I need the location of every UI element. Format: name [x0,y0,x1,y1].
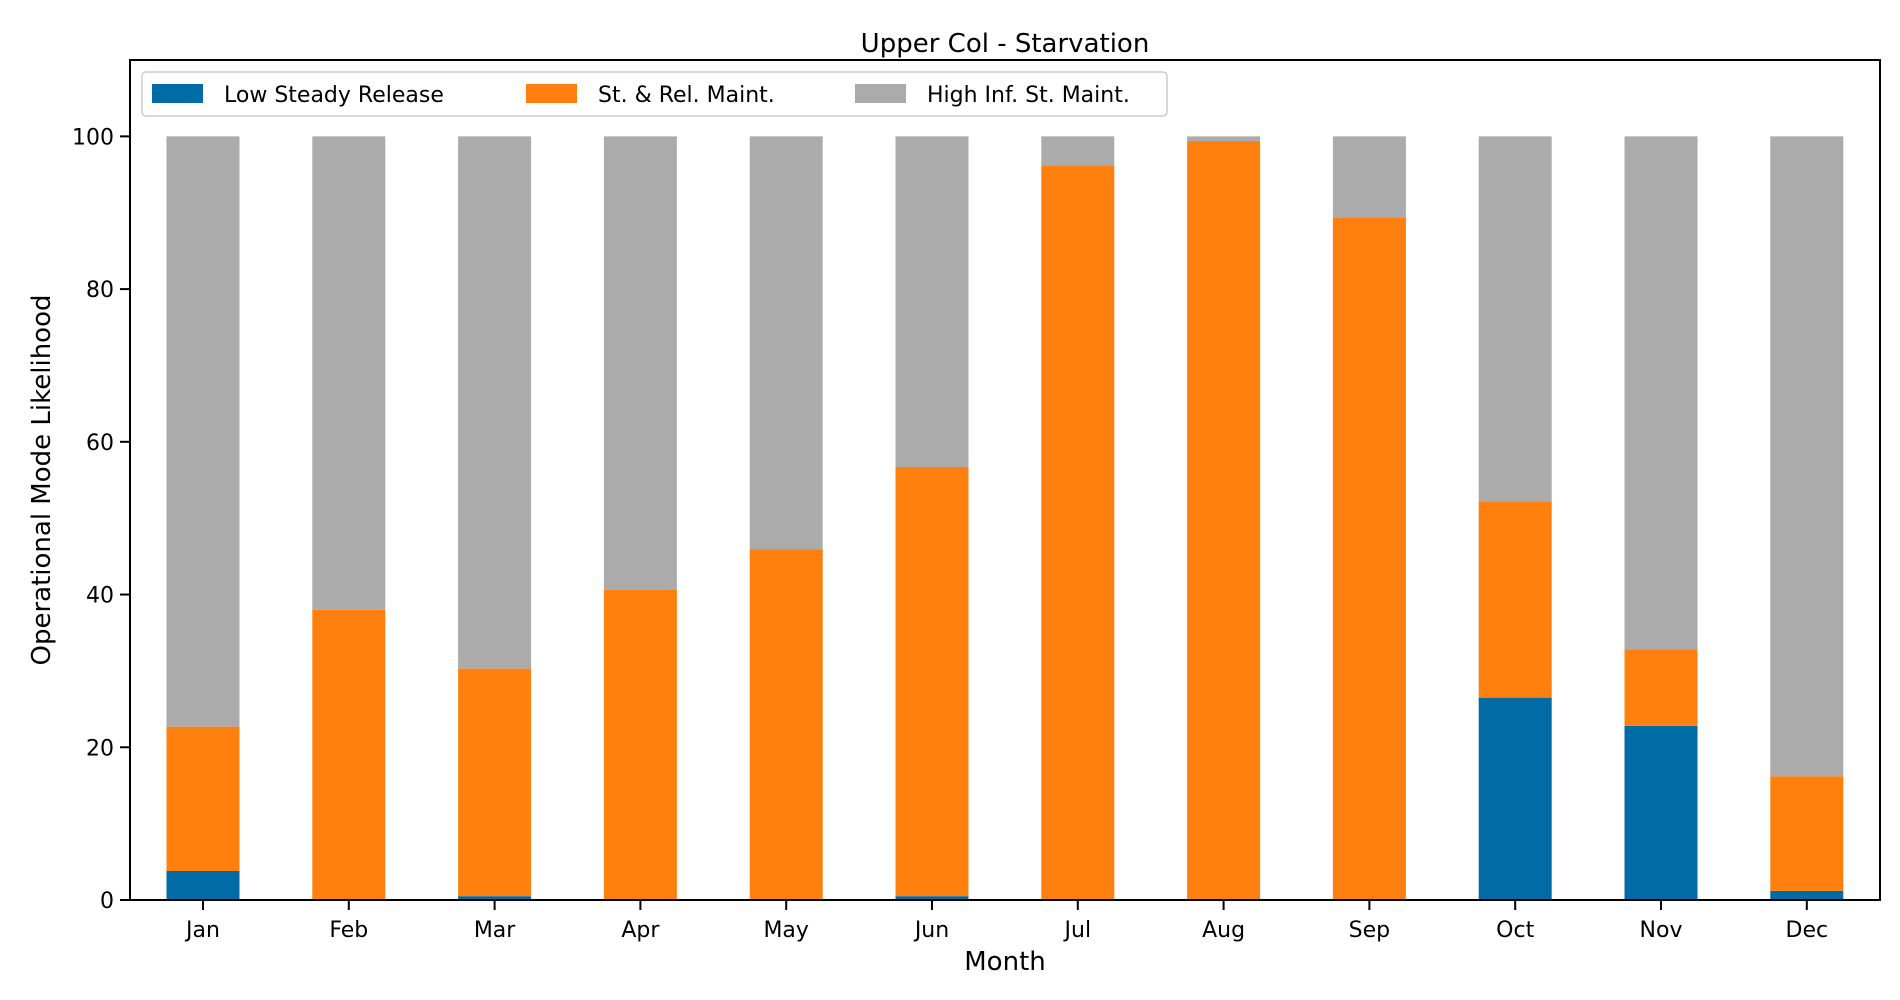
legend-swatch-1 [152,84,203,103]
bar-feb-series-2 [312,609,386,900]
x-axis: Jan Feb Mar Apr May Jun Jul Aug Sep Oct Nov Dec [184,900,1828,943]
bar-aug-series-3 [1187,136,1261,141]
x-tick-label-jul: Jul [1063,918,1092,943]
x-tick-label-apr: Apr [621,918,660,943]
bar-jan-series-1 [166,870,240,900]
x-axis-title: Month [964,947,1046,977]
bar-jun-series-3 [895,136,969,468]
bar-mar-series-2 [458,668,532,897]
bar-may-series-3 [749,136,823,550]
y-tick-label: 60 [86,431,114,456]
bar-nov-series-3 [1624,136,1698,650]
legend-swatch-3 [855,84,906,103]
x-tick-label-sep: Sep [1349,918,1390,943]
bar-apr-series-3 [603,136,677,590]
x-tick-label-aug: Aug [1202,918,1245,943]
bars-layer [166,136,1844,901]
y-tick-label: 80 [86,278,114,303]
bar-apr-series-2 [603,589,677,900]
bar-dec-series-2 [1770,776,1844,891]
legend: Low Steady Release St. & Rel. Maint. High … [141,71,1168,117]
bar-aug-series-2 [1187,140,1261,901]
chart-title: Upper Col - Starvation [861,29,1150,59]
bar-feb-series-3 [312,136,386,610]
x-tick-label-may: May [763,918,808,943]
bar-sep-series-3 [1332,136,1406,218]
bar-nov-series-1 [1624,725,1698,900]
legend-swatch-2 [526,84,577,103]
bar-sep-series-2 [1332,217,1406,901]
y-tick-label: 40 [86,584,114,609]
plot-frame [129,59,1881,901]
legend-label-3: High Inf. St. Maint. [927,83,1130,108]
x-tick-label-oct: Oct [1496,918,1534,943]
bar-jun-series-1 [895,896,969,900]
bar-jul-series-2 [1041,165,1115,900]
bar-jun-series-2 [895,467,969,897]
bar-mar-series-3 [458,136,532,669]
bar-may-series-2 [749,549,823,900]
y-axis: 0 20 40 60 80 100 [72,125,130,914]
bar-oct-series-1 [1478,697,1552,900]
bar-oct-series-3 [1478,136,1552,502]
bar-mar-series-1 [458,896,532,900]
legend-box [141,71,1168,117]
x-tick-label-nov: Nov [1640,918,1683,943]
x-tick-label-jun: Jun [913,918,949,943]
bar-jan-series-3 [166,136,240,727]
y-axis-title: Operational Mode Likelihood [27,295,57,666]
x-tick-label-dec: Dec [1786,918,1829,943]
bar-nov-series-2 [1624,649,1698,726]
legend-label-2: St. & Rel. Maint. [598,83,775,108]
x-tick-label-feb: Feb [329,918,368,943]
legend-label-1: Low Steady Release [224,83,444,108]
legend-items: Low Steady Release St. & Rel. Maint. High … [152,83,1130,108]
bar-dec-series-1 [1770,890,1844,900]
bar-jan-series-2 [166,726,240,871]
x-tick-label-mar: Mar [474,918,516,943]
y-tick-label: 100 [72,125,114,150]
bar-oct-series-2 [1478,501,1552,698]
bar-jul-series-3 [1041,136,1115,166]
x-tick-label-jan: Jan [184,918,220,943]
y-tick-label: 0 [100,889,114,914]
bar-dec-series-3 [1770,136,1844,777]
y-tick-label: 20 [86,736,114,761]
